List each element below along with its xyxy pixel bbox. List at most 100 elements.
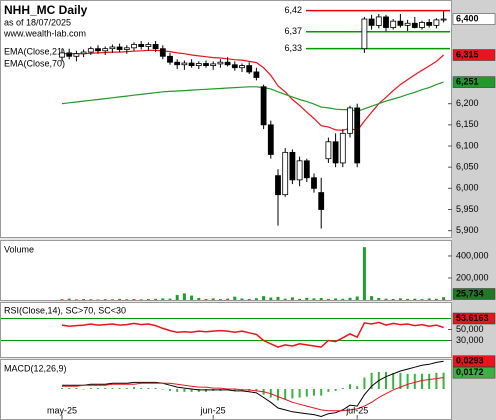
histogram-bar xyxy=(442,372,445,389)
histogram-bar xyxy=(133,387,135,389)
panel-title: Volume xyxy=(4,244,34,254)
y-tick-label: 6,100 xyxy=(456,140,479,150)
y-tick-label: 50,000 xyxy=(456,324,484,334)
candle-body xyxy=(80,51,87,55)
value-badge xyxy=(452,13,496,25)
volume-bar xyxy=(168,298,172,300)
histogram-bar xyxy=(313,389,315,396)
candle-body xyxy=(181,62,188,66)
histogram-bar xyxy=(298,389,301,398)
y-tick-label: 6,150 xyxy=(456,119,479,129)
histogram-bar xyxy=(97,388,99,389)
candle-body xyxy=(411,22,418,28)
value-badge xyxy=(452,76,496,88)
y-tick-label: 6,050 xyxy=(456,162,479,172)
volume-bar xyxy=(319,298,323,300)
candle-body xyxy=(361,18,368,50)
axis-strip xyxy=(452,0,496,420)
volume-bar xyxy=(434,298,438,300)
candle-body xyxy=(303,160,310,179)
volume-bar xyxy=(89,299,93,300)
histogram-bar xyxy=(111,388,114,389)
candle-body xyxy=(188,62,195,66)
volume-bar xyxy=(197,298,201,300)
candle-body xyxy=(339,132,346,164)
volume-bar xyxy=(254,298,258,300)
candle-body xyxy=(138,44,145,47)
y-tick-label: 5,950 xyxy=(456,204,479,214)
histogram-bar xyxy=(68,388,71,389)
candle-body xyxy=(260,86,267,126)
histogram-bar xyxy=(118,388,121,389)
volume-bar xyxy=(247,299,251,300)
histogram-bar xyxy=(140,388,143,389)
candle-body xyxy=(217,61,224,65)
volume-bar xyxy=(204,298,208,300)
macd-line xyxy=(62,360,444,418)
histogram-bar xyxy=(349,384,351,389)
volume-bar xyxy=(305,297,309,300)
candle-body xyxy=(404,22,411,26)
volume-bar xyxy=(182,293,186,300)
volume-bar xyxy=(118,298,122,300)
volume-bar xyxy=(67,298,71,300)
candle-body xyxy=(73,53,80,57)
candle-body xyxy=(332,141,339,164)
candle-body xyxy=(87,48,94,53)
volume-bar xyxy=(226,298,230,300)
value-badge-label: 0,0293 xyxy=(456,356,484,366)
candle-body xyxy=(253,71,260,78)
histogram-bar xyxy=(89,388,92,389)
candle-body xyxy=(239,65,245,69)
volume-bar xyxy=(154,298,158,300)
value-badge-label: 6,400 xyxy=(456,13,479,23)
volume-bar xyxy=(269,297,273,300)
chart-subtitle: as of 18/07/2025 xyxy=(4,17,71,27)
candle-body xyxy=(210,63,217,66)
volume-bar xyxy=(362,247,366,300)
x-tick-label: may-25 xyxy=(47,405,77,415)
volume-bar xyxy=(427,298,431,300)
histogram-bar xyxy=(327,389,330,392)
volume-bar xyxy=(442,297,446,300)
candle-body xyxy=(433,19,440,26)
volume-bar xyxy=(406,298,410,300)
volume-bar xyxy=(103,299,107,300)
value-badge-label: 6,251 xyxy=(456,76,479,86)
histogram-bar xyxy=(147,388,150,389)
histogram-bar xyxy=(370,372,373,389)
histogram-bar xyxy=(363,377,366,389)
histogram-bar xyxy=(161,389,164,390)
volume-bar xyxy=(283,298,287,300)
volume-bar xyxy=(60,299,64,300)
volume-bar xyxy=(312,298,316,300)
level-label: 6,42 xyxy=(284,5,302,15)
volume-bar xyxy=(132,299,136,300)
volume-bar xyxy=(190,295,194,300)
volume-bar xyxy=(125,299,129,300)
y-tick-label: 6,200 xyxy=(456,98,479,108)
volume-bar xyxy=(96,299,100,300)
value-badge xyxy=(452,49,496,61)
panel-title: MACD(12,26,9) xyxy=(4,363,67,373)
y-tick-label: 30,000 xyxy=(456,335,484,345)
candle-body xyxy=(109,46,116,50)
price-panel xyxy=(0,0,452,238)
histogram-bar xyxy=(406,373,409,389)
volume-bar xyxy=(355,296,359,300)
candle-body xyxy=(296,160,303,181)
histogram-bar xyxy=(154,388,157,389)
volume-bar xyxy=(139,299,143,300)
candle-body xyxy=(224,61,231,66)
candle-body xyxy=(123,47,130,50)
histogram-bar xyxy=(421,373,423,389)
histogram-bar xyxy=(413,373,416,389)
histogram-bar xyxy=(428,373,431,389)
candle-body xyxy=(246,65,253,73)
histogram-bar xyxy=(341,388,344,389)
candle-body xyxy=(282,151,289,196)
volume-bar xyxy=(146,299,150,300)
candle-body xyxy=(440,18,447,21)
candle-body xyxy=(95,48,101,52)
